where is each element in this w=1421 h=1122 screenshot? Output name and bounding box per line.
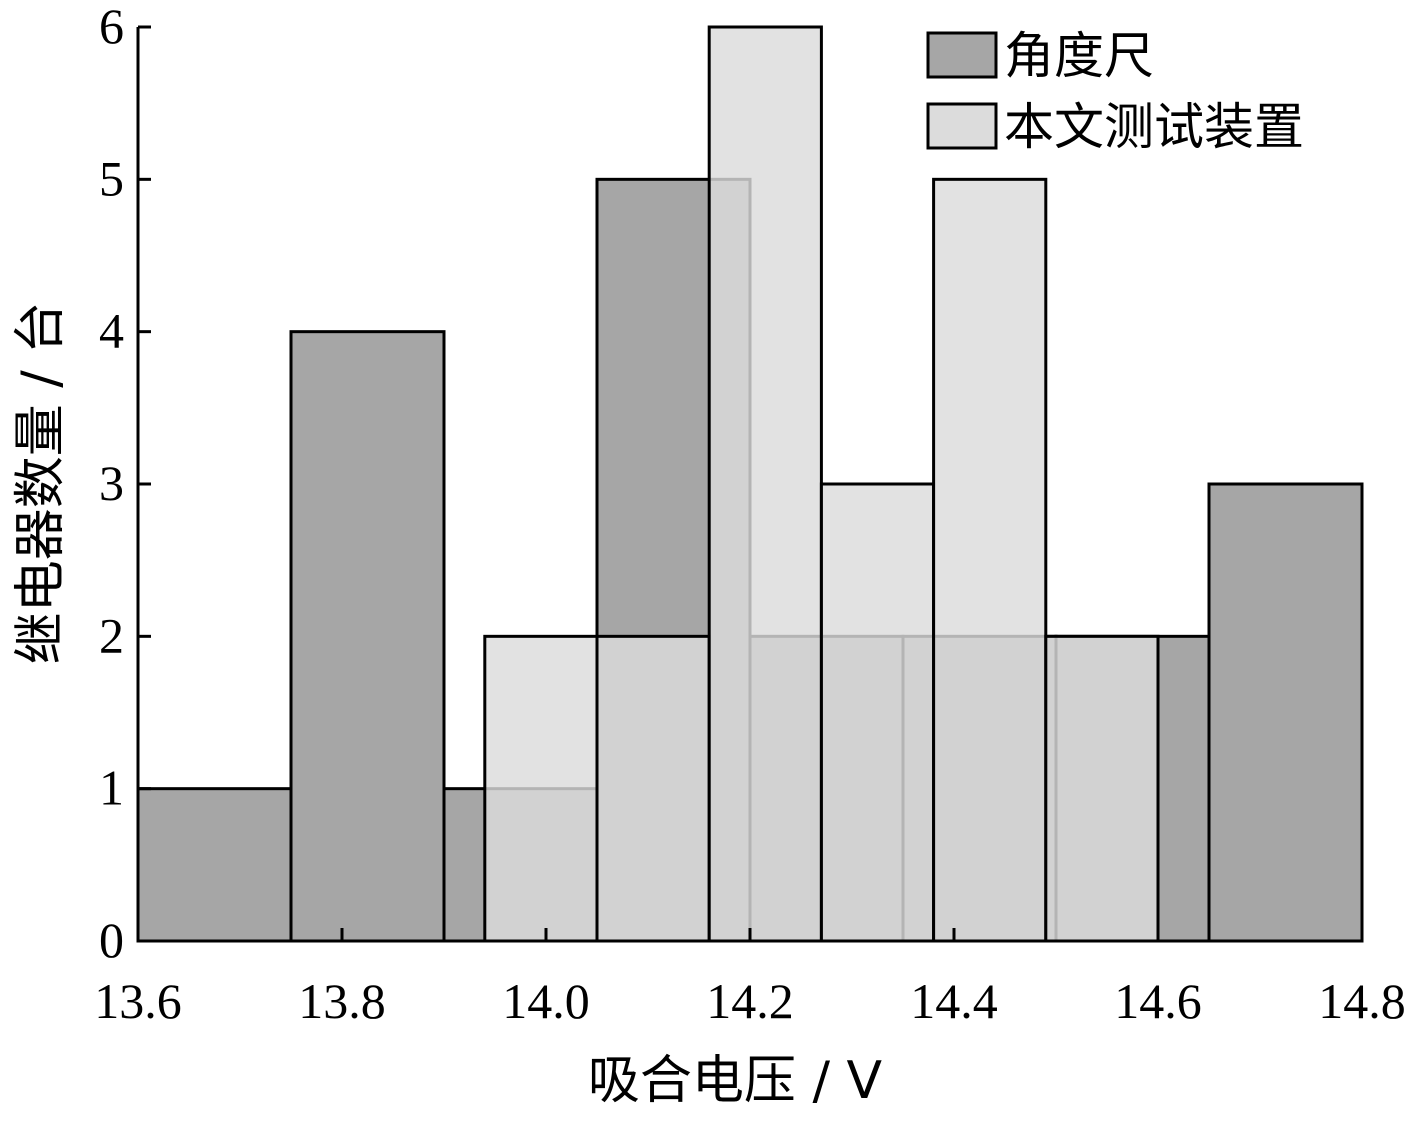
y-tick-label: 3 bbox=[99, 455, 124, 511]
y-tick-label: 0 bbox=[99, 912, 124, 968]
legend: 角度尺 本文测试装置 bbox=[926, 27, 1304, 156]
x-tick-label: 14.8 bbox=[1318, 973, 1406, 1029]
bar-1-5 bbox=[1044, 634, 1160, 943]
bar-0-7 bbox=[1207, 482, 1364, 943]
x-tick-label: 14.0 bbox=[502, 973, 590, 1029]
bar-1-0 bbox=[483, 634, 599, 943]
y-tick-label: 4 bbox=[99, 303, 124, 359]
bar-1-3 bbox=[819, 482, 936, 943]
axes bbox=[136, 25, 1364, 943]
y-tick-label: 6 bbox=[99, 0, 124, 54]
y-tick-label: 5 bbox=[99, 150, 124, 206]
x-tick-label: 13.8 bbox=[298, 973, 386, 1029]
y-tick-label: 2 bbox=[99, 607, 124, 663]
legend-label-jiaoduchi: 角度尺 bbox=[1004, 27, 1154, 85]
bar-1-1 bbox=[595, 634, 711, 943]
x-tick-label: 14.6 bbox=[1114, 973, 1202, 1029]
legend-swatch-jiaoduchi bbox=[926, 31, 998, 79]
series-test-device-bars bbox=[483, 25, 1160, 943]
x-axis-title: 吸合电压 / V bbox=[588, 1051, 883, 1111]
x-tick-label: 14.2 bbox=[706, 973, 794, 1029]
bar-0-0 bbox=[136, 787, 293, 943]
y-axis-title: 继电器数量 / 台 bbox=[11, 302, 71, 665]
x-tick-label: 13.6 bbox=[94, 973, 182, 1029]
x-tick-label: 14.4 bbox=[910, 973, 998, 1029]
legend-label-test-device: 本文测试装置 bbox=[1004, 98, 1304, 156]
bar-0-1 bbox=[289, 330, 446, 943]
bar-1-2 bbox=[707, 25, 823, 943]
tick-labels: 0 1 2 3 4 5 6 13.6 13.8 14.0 14.2 14.4 14.6 14.8 bbox=[94, 0, 1406, 1029]
bar-1-4 bbox=[932, 177, 1048, 943]
y-tick-label: 1 bbox=[99, 760, 124, 816]
legend-swatch-test-device bbox=[926, 102, 998, 150]
